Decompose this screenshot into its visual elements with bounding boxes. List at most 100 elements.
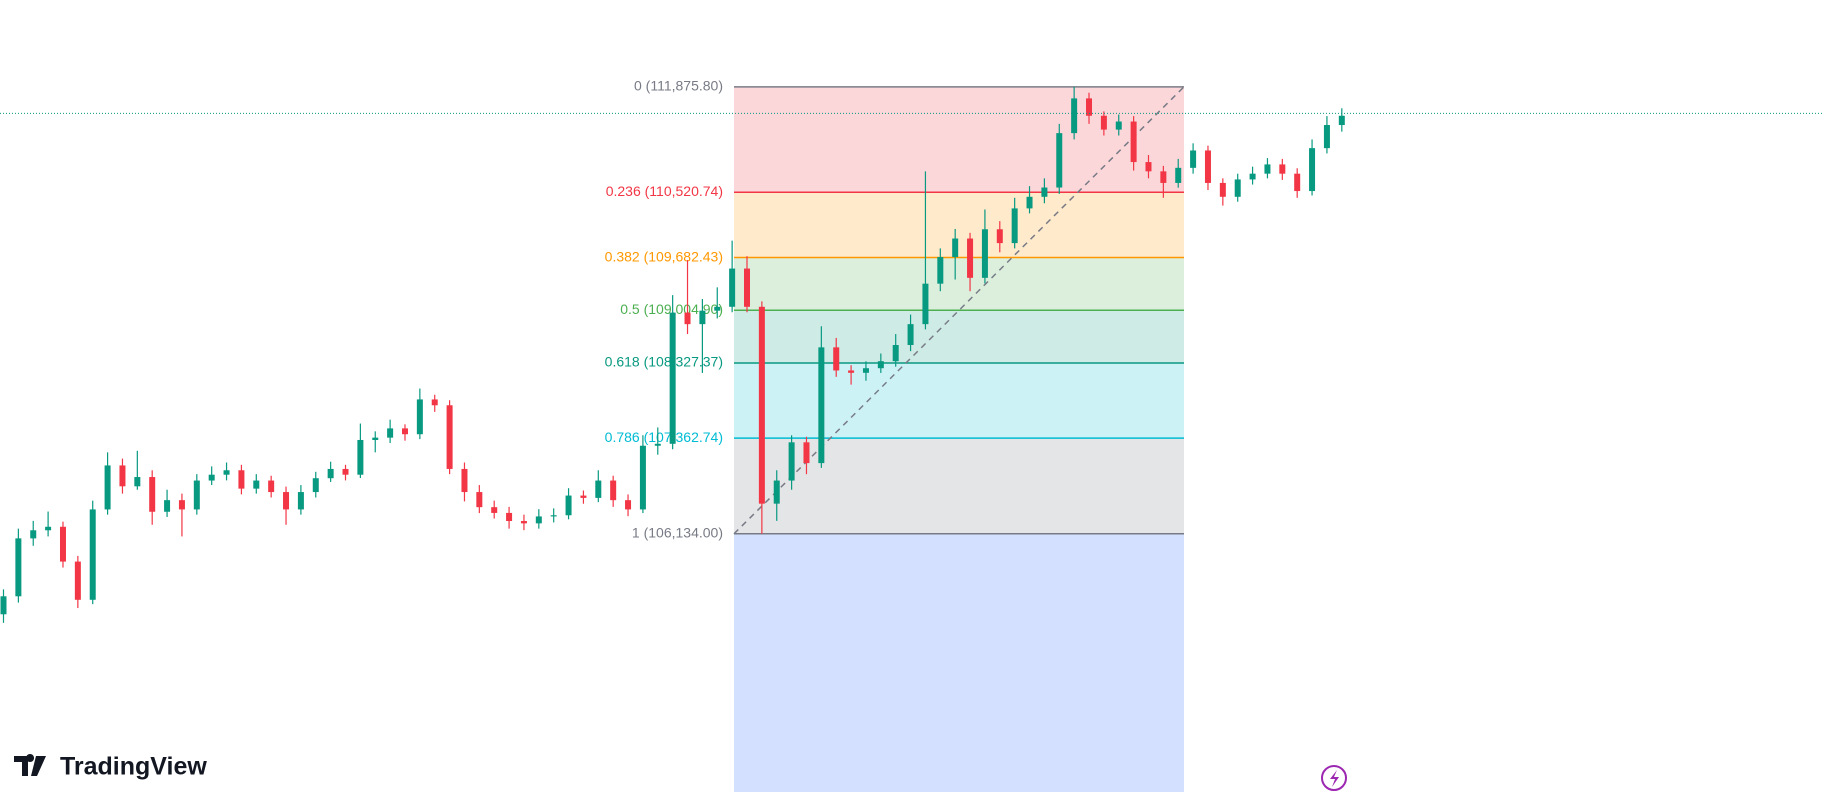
candle-body: [45, 526, 52, 531]
fib-band: [734, 533, 1184, 792]
candle-body: [1190, 150, 1197, 168]
fib-retracement: 0 (111,875.80) 0.236 (110,520.74) 0.382 (1…: [605, 78, 1185, 792]
candle-body: [907, 324, 914, 346]
candle-body: [506, 512, 513, 522]
candle-body: [684, 312, 691, 325]
candle-body: [208, 474, 215, 481]
candle-body: [996, 229, 1003, 244]
candle-body: [1294, 173, 1301, 192]
candle-body: [1011, 208, 1018, 244]
candle-body: [981, 229, 988, 278]
candle-body: [0, 596, 7, 615]
fib-band: [734, 86, 1184, 193]
candle-body: [937, 257, 944, 284]
candle-body: [1041, 187, 1048, 197]
candle-body: [431, 399, 438, 406]
candle-body: [744, 268, 750, 307]
candle-body: [1175, 167, 1182, 183]
candle-body: [833, 347, 840, 371]
candle-body: [253, 480, 260, 489]
fib-label: 0.236 (110,520.74): [606, 183, 723, 199]
candle-body: [149, 477, 156, 512]
candle-body: [610, 480, 617, 501]
fib-trend-line: [733, 86, 1185, 535]
candle-body: [639, 445, 646, 510]
lightning-icon[interactable]: [1330, 770, 1339, 787]
candle-body: [1130, 121, 1137, 163]
candle-body: [669, 312, 676, 444]
candle-body: [1086, 98, 1093, 116]
fib-band: [734, 310, 1184, 364]
candle-body: [520, 521, 527, 524]
candle-body: [1115, 121, 1122, 130]
candle-body: [922, 283, 929, 325]
candle-body: [1323, 125, 1330, 149]
candle-body: [625, 500, 632, 510]
candle-body: [164, 500, 171, 512]
candle-body: [1249, 173, 1256, 180]
candle-body: [892, 345, 899, 362]
candle-body: [491, 507, 498, 513]
candle-body: [461, 468, 468, 493]
fib-label: 0 (111,875.80): [634, 78, 723, 94]
candle-body: [952, 238, 959, 258]
candle-body: [15, 538, 22, 597]
fib-band: [734, 257, 1184, 311]
candle-body: [595, 480, 602, 498]
candle-body: [1338, 115, 1345, 126]
fib-label: 0.618 (108,327.37): [605, 354, 723, 370]
candle-body: [1204, 150, 1211, 183]
candle-body: [1234, 179, 1241, 197]
candle-body: [1056, 133, 1063, 188]
logo-icon: [14, 754, 46, 776]
candle-body: [312, 478, 319, 493]
candles: [0, 86, 1345, 623]
candle-body: [1264, 164, 1271, 174]
fib-band: [734, 192, 1184, 258]
candle-body: [877, 361, 884, 369]
candle-body: [401, 428, 408, 435]
logo: TradingView: [14, 753, 207, 781]
candle-body: [654, 443, 661, 446]
candle-body: [773, 480, 780, 504]
candle-body: [342, 468, 349, 475]
candle-body: [535, 516, 542, 524]
lightning-button[interactable]: [1321, 765, 1347, 791]
candle-body: [788, 442, 795, 481]
candle-body: [178, 500, 185, 510]
fib-band: [734, 438, 1184, 534]
candle-body: [238, 470, 245, 489]
fib-label: 0.382 (109,682.43): [605, 248, 723, 264]
candle-body: [1100, 115, 1107, 130]
fib-label: 1 (106,134.00): [632, 524, 723, 540]
candle-body: [357, 439, 364, 475]
lightning-circle[interactable]: [1321, 765, 1347, 791]
candle-body: [862, 368, 869, 373]
candle-body: [134, 477, 141, 487]
candle-body: [1309, 148, 1316, 192]
candle-body: [297, 492, 304, 510]
fib-label: 0.5 (109,004.90): [620, 301, 723, 317]
candle-body: [565, 495, 572, 516]
candle-body: [967, 238, 974, 278]
candle-body: [283, 492, 290, 510]
candle-body: [803, 442, 810, 464]
candle-body: [1071, 98, 1078, 134]
candle-body: [699, 310, 706, 325]
candle-body: [104, 465, 111, 510]
candle-body: [223, 470, 230, 475]
candle-body: [714, 306, 721, 311]
candle-body: [1026, 196, 1033, 209]
candle-body: [59, 526, 66, 562]
candle-body: [476, 492, 483, 508]
candle-body: [550, 515, 557, 517]
candle-body: [327, 468, 334, 479]
candle-body: [1160, 171, 1167, 183]
candle-body: [446, 405, 453, 469]
candle-body: [729, 268, 736, 307]
candle-body: [1219, 182, 1226, 197]
brand: TradingView: [60, 753, 207, 781]
candle-body: [818, 347, 825, 464]
